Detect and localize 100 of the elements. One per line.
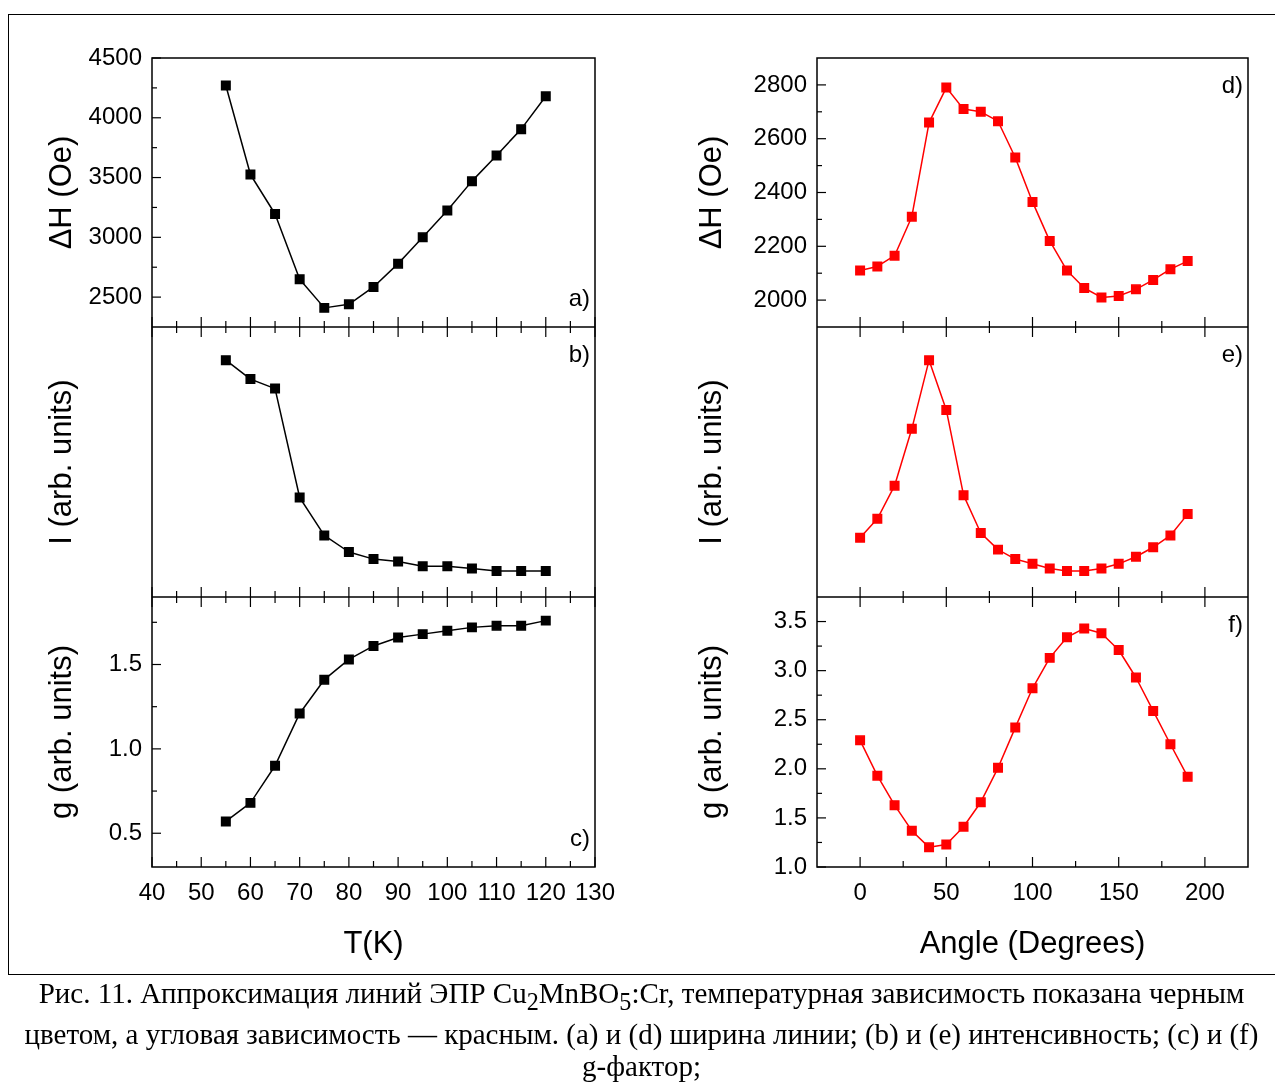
point — [491, 150, 502, 161]
point — [1130, 551, 1141, 562]
point — [958, 821, 969, 832]
point — [319, 302, 330, 313]
point — [1096, 292, 1107, 303]
point — [924, 842, 935, 853]
point — [872, 770, 883, 781]
point — [1044, 563, 1055, 574]
point — [245, 169, 256, 180]
point — [906, 825, 917, 836]
point — [393, 258, 404, 269]
point — [1148, 274, 1159, 285]
point — [294, 708, 305, 719]
point — [872, 513, 883, 524]
x-tick-label: 50 — [187, 878, 215, 906]
x-tick-label: 150 — [1098, 878, 1139, 906]
point — [516, 124, 527, 135]
point — [1044, 652, 1055, 663]
point — [906, 211, 917, 222]
y-tick-label: 2.0 — [773, 753, 807, 781]
y-tick-label: 2200 — [753, 230, 807, 258]
point — [368, 640, 379, 651]
point — [975, 797, 986, 808]
point — [466, 622, 477, 633]
y-axis-title: ΔH (Oe) — [43, 135, 79, 250]
point — [294, 492, 305, 503]
point — [319, 530, 330, 541]
point — [417, 629, 428, 640]
point — [368, 554, 379, 565]
point — [1010, 554, 1021, 565]
point — [1113, 558, 1124, 569]
y-tick-label: 4000 — [88, 102, 142, 130]
point — [855, 735, 866, 746]
point — [1182, 771, 1193, 782]
point — [941, 839, 952, 850]
point — [941, 82, 952, 93]
point — [343, 299, 354, 310]
x-tick-label: 90 — [384, 878, 412, 906]
point — [1096, 563, 1107, 574]
point — [245, 797, 256, 808]
annotation: d) — [1221, 70, 1243, 98]
point — [270, 760, 281, 771]
point — [1148, 542, 1159, 553]
point — [1061, 265, 1072, 276]
y-tick-label: 3.5 — [773, 606, 807, 634]
point — [393, 632, 404, 643]
point — [442, 205, 453, 216]
point — [516, 620, 527, 631]
point — [466, 176, 477, 187]
x-tick-label: 100 — [1012, 878, 1053, 906]
point — [220, 355, 231, 366]
point — [1044, 235, 1055, 246]
point — [1182, 509, 1193, 520]
point — [993, 544, 1004, 555]
y-axis-title: I (arb. units) — [693, 379, 729, 545]
x-tick-label: 80 — [335, 878, 363, 906]
x-tick-label: 110 — [477, 878, 516, 906]
point — [958, 490, 969, 501]
point — [1182, 256, 1193, 267]
point — [975, 106, 986, 117]
annotation: b) — [568, 339, 590, 367]
y-tick-label: 2500 — [88, 281, 142, 309]
point — [855, 265, 866, 276]
point — [294, 274, 305, 285]
point — [540, 615, 551, 626]
point — [1165, 530, 1176, 541]
y-tick-label: 3000 — [88, 221, 142, 249]
point — [270, 383, 281, 394]
point — [855, 532, 866, 543]
y-tick-label: 2400 — [753, 177, 807, 205]
point — [924, 355, 935, 366]
y-tick-label: 2800 — [753, 69, 807, 97]
point — [516, 565, 527, 576]
point — [1130, 284, 1141, 295]
y-tick-label: 2600 — [753, 123, 807, 151]
point — [1165, 264, 1176, 275]
y-tick-label: 1.5 — [108, 649, 142, 677]
point — [924, 117, 935, 128]
point — [1027, 196, 1038, 207]
point — [889, 250, 900, 261]
point — [393, 556, 404, 567]
y-tick-label: 4500 — [88, 42, 142, 70]
x-tick-label: 40 — [138, 878, 166, 906]
point — [1061, 632, 1072, 643]
point — [1113, 291, 1124, 302]
y-axis-title: ΔH (Oe) — [693, 135, 729, 250]
point — [1113, 645, 1124, 656]
annotation: e) — [1221, 339, 1243, 367]
x-tick-label: 100 — [427, 878, 468, 906]
point — [1010, 722, 1021, 733]
point — [1079, 623, 1090, 634]
x-tick-label: 50 — [932, 878, 960, 906]
point — [872, 261, 883, 272]
point — [417, 561, 428, 572]
y-tick-label: 0.5 — [108, 817, 142, 845]
point — [906, 423, 917, 434]
x-axis-title: T(K) — [343, 924, 404, 960]
point — [889, 800, 900, 811]
annotation: a) — [568, 283, 590, 311]
point — [220, 80, 231, 91]
